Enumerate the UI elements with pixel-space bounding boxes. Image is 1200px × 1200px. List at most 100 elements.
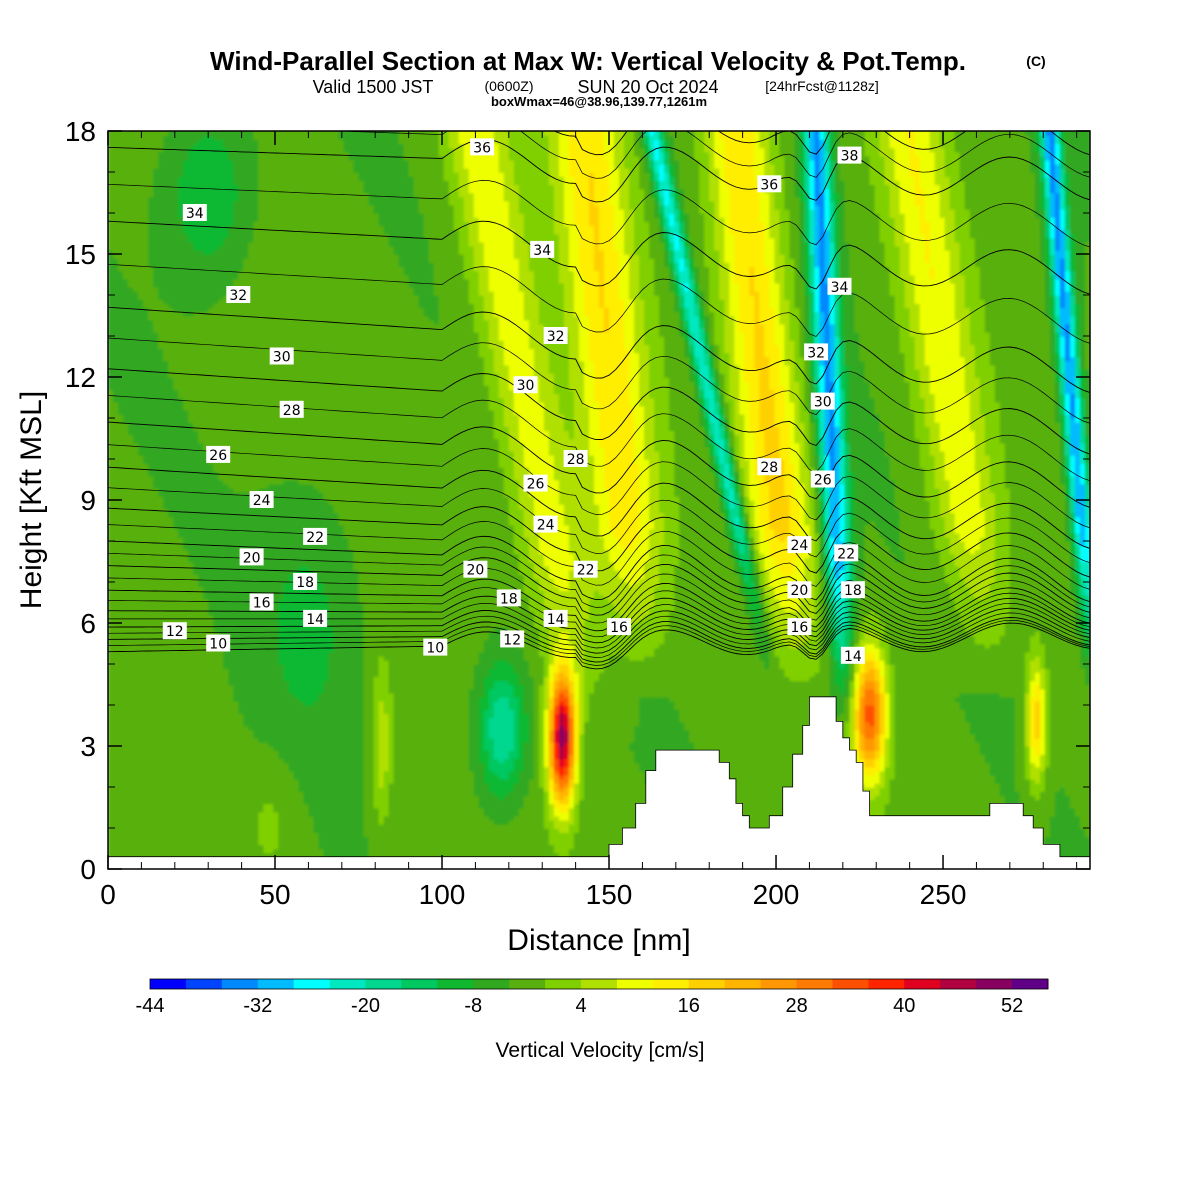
w-cell: [138, 180, 144, 186]
w-cell: [173, 348, 179, 354]
w-cell: [148, 495, 154, 501]
w-cell: [153, 618, 159, 624]
w-cell: [133, 467, 139, 473]
w-cell: [138, 549, 144, 555]
w-cell: [128, 508, 134, 514]
w-cell: [168, 799, 174, 805]
w-cell: [138, 397, 144, 403]
w-cell: [143, 733, 149, 739]
w-cell: [153, 754, 159, 760]
w-cell: [133, 713, 139, 719]
w-cell: [158, 684, 164, 690]
w-cell: [168, 676, 174, 682]
w-cell: [128, 413, 134, 419]
w-cell: [158, 770, 164, 776]
w-cell: [173, 582, 179, 587]
w-cell: [128, 180, 134, 186]
w-cell: [148, 413, 154, 419]
w-cell: [113, 750, 119, 755]
w-cell: [168, 167, 174, 173]
w-cell: [163, 852, 169, 858]
w-cell: [128, 659, 134, 665]
w-cell: [143, 700, 149, 706]
w-cell: [128, 446, 134, 452]
w-cell: [168, 200, 174, 206]
w-cell: [168, 754, 174, 760]
w-cell: [108, 254, 114, 259]
w-cell: [128, 832, 134, 837]
w-cell: [143, 188, 149, 194]
w-cell: [128, 315, 134, 321]
w-cell: [113, 528, 119, 534]
w-cell: [113, 278, 119, 284]
w-cell: [133, 307, 139, 313]
w-cell: [158, 545, 164, 550]
w-cell: [168, 217, 174, 222]
w-cell: [133, 290, 139, 296]
w-cell: [148, 167, 154, 173]
w-cell: [163, 639, 169, 645]
w-cell: [168, 647, 174, 653]
w-cell: [168, 852, 174, 858]
w-cell: [163, 405, 169, 411]
w-cell: [138, 327, 144, 333]
w-cell: [108, 315, 114, 321]
w-cell: [113, 270, 119, 276]
w-cell: [158, 803, 164, 809]
w-cell: [153, 688, 159, 694]
w-cell: [168, 307, 174, 313]
w-cell: [173, 573, 179, 579]
w-cell: [128, 409, 134, 415]
w-cell: [138, 184, 144, 190]
w-cell: [148, 692, 154, 698]
w-cell: [128, 500, 134, 505]
w-cell: [173, 594, 179, 600]
w-cell: [138, 372, 144, 378]
w-cell: [118, 787, 124, 792]
w-cell: [108, 249, 114, 255]
w-cell: [158, 778, 164, 784]
w-cell: [168, 811, 174, 817]
w-cell: [173, 610, 179, 616]
w-cell: [158, 319, 164, 325]
w-cell: [108, 409, 114, 415]
w-cell: [168, 606, 174, 612]
w-cell: [113, 705, 119, 710]
w-cell: [128, 655, 134, 661]
w-cell: [138, 147, 144, 153]
w-cell: [173, 487, 179, 493]
w-cell: [173, 590, 179, 596]
w-cell: [173, 659, 179, 665]
w-cell: [113, 311, 119, 317]
w-cell: [148, 311, 154, 317]
w-cell: [173, 770, 179, 776]
w-cell: [173, 200, 179, 206]
w-cell: [123, 549, 129, 555]
w-cell: [163, 766, 169, 772]
w-cell: [168, 282, 174, 288]
w-cell: [138, 188, 144, 194]
w-cell: [118, 602, 124, 608]
w-cell: [168, 135, 174, 140]
w-cell: [138, 364, 144, 370]
w-cell: [123, 327, 129, 333]
w-cell: [138, 516, 144, 522]
w-cell: [148, 623, 154, 628]
w-cell: [113, 643, 119, 649]
w-cell: [138, 639, 144, 645]
w-cell: [158, 823, 164, 829]
w-cell: [153, 434, 159, 440]
w-cell: [143, 815, 149, 821]
w-cell: [143, 245, 149, 251]
w-cell: [163, 807, 169, 813]
w-cell: [163, 778, 169, 784]
w-cell: [158, 135, 164, 140]
w-cell: [148, 553, 154, 559]
w-cell: [148, 512, 154, 518]
w-cell: [118, 733, 124, 739]
w-cell: [148, 627, 154, 632]
w-cell: [168, 565, 174, 571]
w-cell: [133, 450, 139, 456]
w-cell: [138, 528, 144, 534]
w-cell: [108, 836, 114, 842]
